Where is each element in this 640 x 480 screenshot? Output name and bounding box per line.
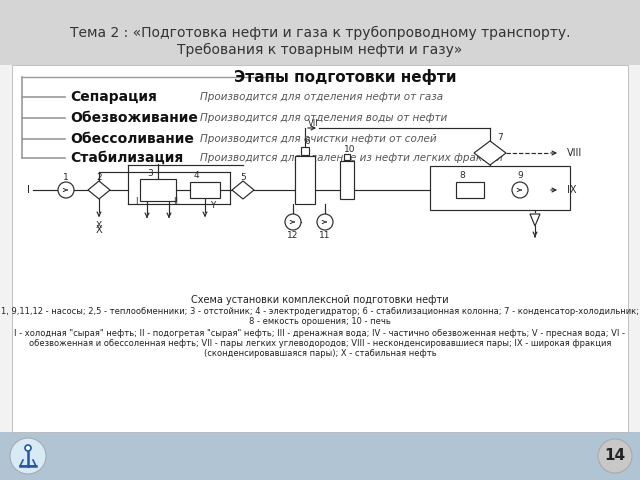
- Text: Схема установки комплексной подготовки нефти: Схема установки комплексной подготовки н…: [191, 295, 449, 305]
- Polygon shape: [88, 181, 110, 199]
- Text: 1, 9,11,12 - насосы; 2,5 - теплообменники; 3 - отстойник; 4 - электродегидратор;: 1, 9,11,12 - насосы; 2,5 - теплообменник…: [1, 308, 639, 316]
- Text: Сепарация: Сепарация: [70, 90, 157, 104]
- Circle shape: [58, 182, 74, 198]
- Text: IX: IX: [567, 185, 577, 195]
- Text: Производится для отделения нефти от газа: Производится для отделения нефти от газа: [200, 92, 443, 102]
- Bar: [295, 156, 315, 204]
- Circle shape: [25, 445, 31, 451]
- Text: X: X: [96, 225, 102, 235]
- Bar: [430, 166, 570, 210]
- Circle shape: [285, 214, 301, 230]
- Text: Производится для удаление из нефти легких фракций: Производится для удаление из нефти легки…: [200, 153, 503, 163]
- Circle shape: [598, 439, 632, 473]
- Text: X: X: [96, 221, 102, 230]
- Text: I - холодная "сырая" нефть; II - подогретая "сырая" нефть; III - дренажная вода;: I - холодная "сырая" нефть; II - подогре…: [15, 329, 625, 338]
- Text: 10: 10: [344, 145, 356, 155]
- Text: Этапы подготовки нефти: Этапы подготовки нефти: [234, 69, 456, 85]
- Text: 4: 4: [193, 171, 199, 180]
- Text: 14: 14: [604, 448, 625, 464]
- Bar: [190, 182, 220, 198]
- Bar: [140, 179, 176, 201]
- Text: Требования к товарным нефти и газу»: Требования к товарным нефти и газу»: [177, 43, 463, 57]
- Text: обезвоженная и обессоленная нефть; VII - пары легких углеводородов; VIII - неско: обезвоженная и обессоленная нефть; VII -…: [29, 339, 611, 348]
- Polygon shape: [530, 214, 540, 226]
- Text: Y: Y: [211, 202, 216, 211]
- Bar: [344, 154, 350, 160]
- Polygon shape: [232, 181, 254, 199]
- Text: Тема 2 : «Подготовка нефти и газа к трубопроводному транспорту.: Тема 2 : «Подготовка нефти и газа к труб…: [70, 26, 570, 40]
- Text: (сконденсировавшаяся пары); X - стабильная нефть: (сконденсировавшаяся пары); X - стабильн…: [204, 349, 436, 359]
- Text: I: I: [135, 196, 137, 205]
- Text: VII: VII: [308, 120, 318, 129]
- Text: Стабилизация: Стабилизация: [70, 151, 183, 165]
- Text: Обессоливание: Обессоливание: [70, 132, 194, 146]
- Bar: [456, 182, 484, 198]
- Text: 5: 5: [240, 172, 246, 181]
- Bar: [12, 65, 628, 432]
- Bar: [0, 432, 640, 480]
- Text: I: I: [27, 185, 29, 195]
- Bar: [0, 0, 640, 65]
- Text: 9: 9: [517, 171, 523, 180]
- Text: 6: 6: [304, 137, 310, 146]
- Text: 8 - емкость орошения; 10 - печь: 8 - емкость орошения; 10 - печь: [249, 317, 391, 326]
- Bar: [301, 147, 309, 155]
- Text: 12: 12: [287, 230, 299, 240]
- Text: II: II: [173, 196, 179, 205]
- Text: Обезвоживание: Обезвоживание: [70, 111, 198, 125]
- Text: Производится для отделения воды от нефти: Производится для отделения воды от нефти: [200, 113, 447, 123]
- Polygon shape: [474, 141, 506, 165]
- Circle shape: [10, 438, 46, 474]
- Text: 3: 3: [147, 169, 153, 179]
- Text: I: I: [27, 185, 29, 195]
- Circle shape: [512, 182, 528, 198]
- Text: 8: 8: [459, 171, 465, 180]
- Text: 1: 1: [63, 173, 69, 182]
- Text: 2: 2: [96, 172, 102, 181]
- Bar: [340, 161, 354, 199]
- Circle shape: [317, 214, 333, 230]
- Text: Производится для очистки нефти от солей: Производится для очистки нефти от солей: [200, 134, 436, 144]
- Text: 7: 7: [497, 132, 503, 142]
- Text: 11: 11: [319, 230, 331, 240]
- Text: VIII: VIII: [567, 148, 582, 158]
